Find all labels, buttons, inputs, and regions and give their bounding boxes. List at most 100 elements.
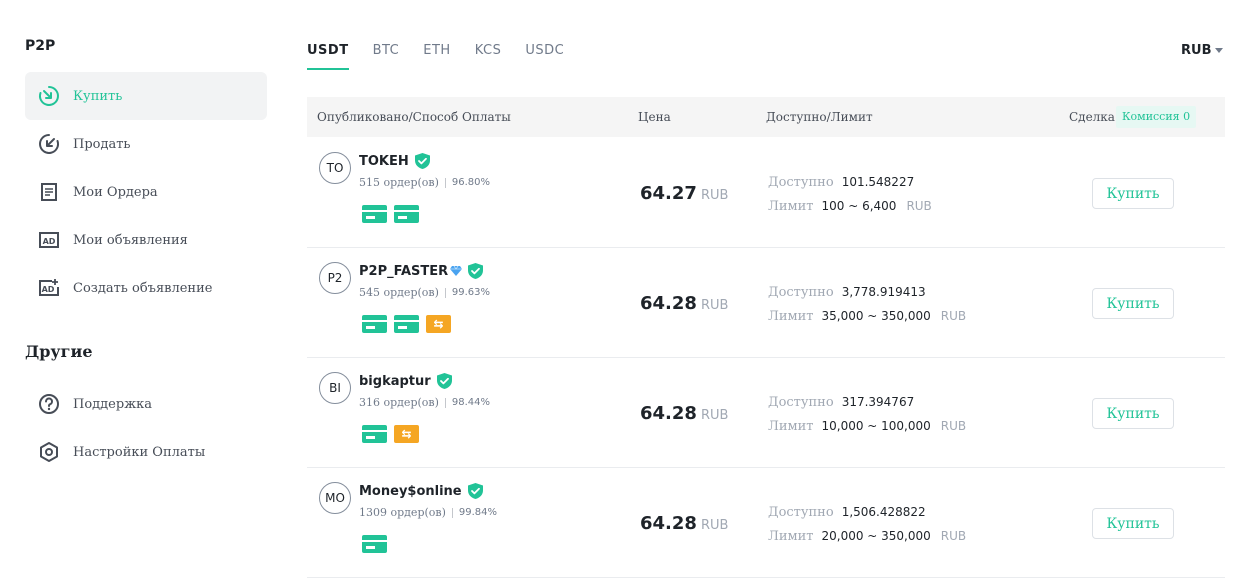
bank-card-icon xyxy=(362,535,387,553)
limit-value: 20,000 ~ 350,000 xyxy=(821,529,931,543)
available-amount: Доступно 317.394767 xyxy=(768,395,914,410)
limit-range: Лимит 100 ~ 6,400 RUB xyxy=(768,199,932,214)
merchant-name[interactable]: bigkaptur xyxy=(359,373,452,389)
header-price: Цена xyxy=(638,110,671,124)
limit-label: Лимит xyxy=(768,199,814,214)
tab-kcs[interactable]: KCS xyxy=(474,43,502,58)
sidebar-item-sell[interactable]: Продать xyxy=(25,120,267,168)
limit-range: Лимит 20,000 ~ 350,000 RUB xyxy=(768,529,966,544)
price-value: 64.27 xyxy=(640,183,697,204)
help-icon xyxy=(37,392,61,416)
completion-rate: 99.63% xyxy=(451,287,491,298)
available-label: Доступно xyxy=(768,175,834,190)
buy-button[interactable]: Купить xyxy=(1092,508,1174,539)
verified-shield-icon xyxy=(468,263,484,279)
price-currency: RUB xyxy=(700,298,729,313)
sidebar-item-label: Настройки Оплаты xyxy=(73,444,206,460)
verified-shield-icon xyxy=(436,373,452,389)
limit-value: 35,000 ~ 350,000 xyxy=(821,309,931,323)
fiat-currency-select[interactable]: RUB xyxy=(1181,43,1224,58)
sidebar-item-my-ads[interactable]: AD Мои объявления xyxy=(25,216,267,264)
fiat-currency-value: RUB xyxy=(1181,43,1212,58)
limit-label: Лимит xyxy=(768,419,814,434)
payment-methods: ⇆ xyxy=(362,315,458,333)
available-value: 101.548227 xyxy=(841,175,915,189)
limit-range: Лимит 35,000 ~ 350,000 RUB xyxy=(768,309,966,324)
tab-usdt[interactable]: USDT xyxy=(307,43,349,70)
sidebar-item-label: Поддержка xyxy=(73,396,153,412)
bank-card-icon xyxy=(362,315,387,333)
available-amount: Доступно 1,506.428822 xyxy=(768,505,926,520)
stats-divider xyxy=(444,397,446,408)
limit-currency: RUB xyxy=(940,419,967,433)
merchant-name[interactable]: P2P_FASTER xyxy=(359,263,484,279)
completion-rate: 98.44% xyxy=(451,397,491,408)
order-count: 515 ордер(ов) xyxy=(359,176,439,189)
settings-hexagon-icon xyxy=(37,440,61,464)
verified-shield-icon xyxy=(414,153,430,169)
ad-icon: AD xyxy=(37,228,61,252)
limit-currency: RUB xyxy=(906,199,932,213)
sidebar-item-create-ad[interactable]: AD Создать объявление xyxy=(25,264,267,312)
sidebar-item-label: Мои объявления xyxy=(73,232,188,248)
completion-rate: 99.84% xyxy=(458,507,498,518)
available-amount: Доступно 101.548227 xyxy=(768,175,914,190)
sidebar-item-payment-settings[interactable]: Настройки Оплаты xyxy=(25,428,267,476)
tab-eth[interactable]: ETH xyxy=(423,43,451,58)
asset-tabs: USDT BTC ETH KCS USDC xyxy=(307,43,588,70)
bank-card-icon xyxy=(362,425,387,443)
avatar[interactable]: TO xyxy=(319,152,351,184)
sidebar-item-support[interactable]: Поддержка xyxy=(25,380,267,428)
order-count: 545 ордер(ов) xyxy=(359,286,439,299)
avatar[interactable]: P2 xyxy=(319,262,351,294)
price-value: 64.28 xyxy=(640,293,697,314)
payment-methods xyxy=(362,535,394,553)
sidebar: P2P Купить Продать Мои Ордера AD Мои объ… xyxy=(0,0,290,578)
sidebar-item-label: Мои Ордера xyxy=(73,184,158,200)
buy-button[interactable]: Купить xyxy=(1092,178,1174,209)
table-row: P2 P2P_FASTER 545 ордер(ов) 99.63% ⇆ 64.… xyxy=(307,248,1225,358)
merchant-name[interactable]: Money$online xyxy=(359,483,483,499)
limit-currency: RUB xyxy=(940,309,967,323)
avatar[interactable]: MO xyxy=(319,482,351,514)
orders-icon xyxy=(37,180,61,204)
price-value: 64.28 xyxy=(640,513,697,534)
sidebar-item-buy[interactable]: Купить xyxy=(25,72,267,120)
payment-methods: ⇆ xyxy=(362,425,426,443)
limit-value: 100 ~ 6,400 xyxy=(821,199,897,213)
header-trade: Сделка xyxy=(1069,110,1115,124)
payment-methods xyxy=(362,205,426,223)
merchant-stats: 1309 ордер(ов) 99.84% xyxy=(359,506,497,519)
table-row: BI bigkaptur 316 ордер(ов) 98.44% ⇆ 64.2… xyxy=(307,358,1225,468)
header-merchant: Опубликовано/Способ Оплаты xyxy=(317,110,511,124)
tab-usdc[interactable]: USDC xyxy=(525,43,565,58)
price-currency: RUB xyxy=(700,518,729,533)
merchant-name[interactable]: TOKEH xyxy=(359,153,430,169)
verified-shield-icon xyxy=(467,483,483,499)
completion-rate: 96.80% xyxy=(451,177,491,188)
sidebar-title: P2P xyxy=(25,38,56,54)
limit-label: Лимит xyxy=(768,529,814,544)
stats-divider xyxy=(451,507,453,518)
available-label: Доступно xyxy=(768,505,834,520)
sidebar-item-my-orders[interactable]: Мои Ордера xyxy=(25,168,267,216)
transfer-icon: ⇆ xyxy=(394,425,419,443)
avatar[interactable]: BI xyxy=(319,372,351,404)
limit-currency: RUB xyxy=(940,529,967,543)
transfer-icon: ⇆ xyxy=(426,315,451,333)
table-row: MO Money$online 1309 ордер(ов) 99.84% 64… xyxy=(307,468,1225,578)
sidebar-item-label: Создать объявление xyxy=(73,280,213,296)
tab-btc[interactable]: BTC xyxy=(372,43,400,58)
bank-card-icon xyxy=(394,315,419,333)
sidebar-item-label: Продать xyxy=(73,136,131,152)
buy-button[interactable]: Купить xyxy=(1092,398,1174,429)
header-available: Доступно/Лимит xyxy=(766,110,873,124)
offer-price: 64.27 RUB xyxy=(640,183,728,204)
sidebar-item-label: Купить xyxy=(73,88,123,104)
offer-price: 64.28 RUB xyxy=(640,513,728,534)
others-section-title: Другие xyxy=(25,342,93,361)
buy-button[interactable]: Купить xyxy=(1092,288,1174,319)
merchant-stats: 515 ордер(ов) 96.80% xyxy=(359,176,490,189)
limit-value: 10,000 ~ 100,000 xyxy=(821,419,931,433)
order-count: 1309 ордер(ов) xyxy=(359,506,446,519)
